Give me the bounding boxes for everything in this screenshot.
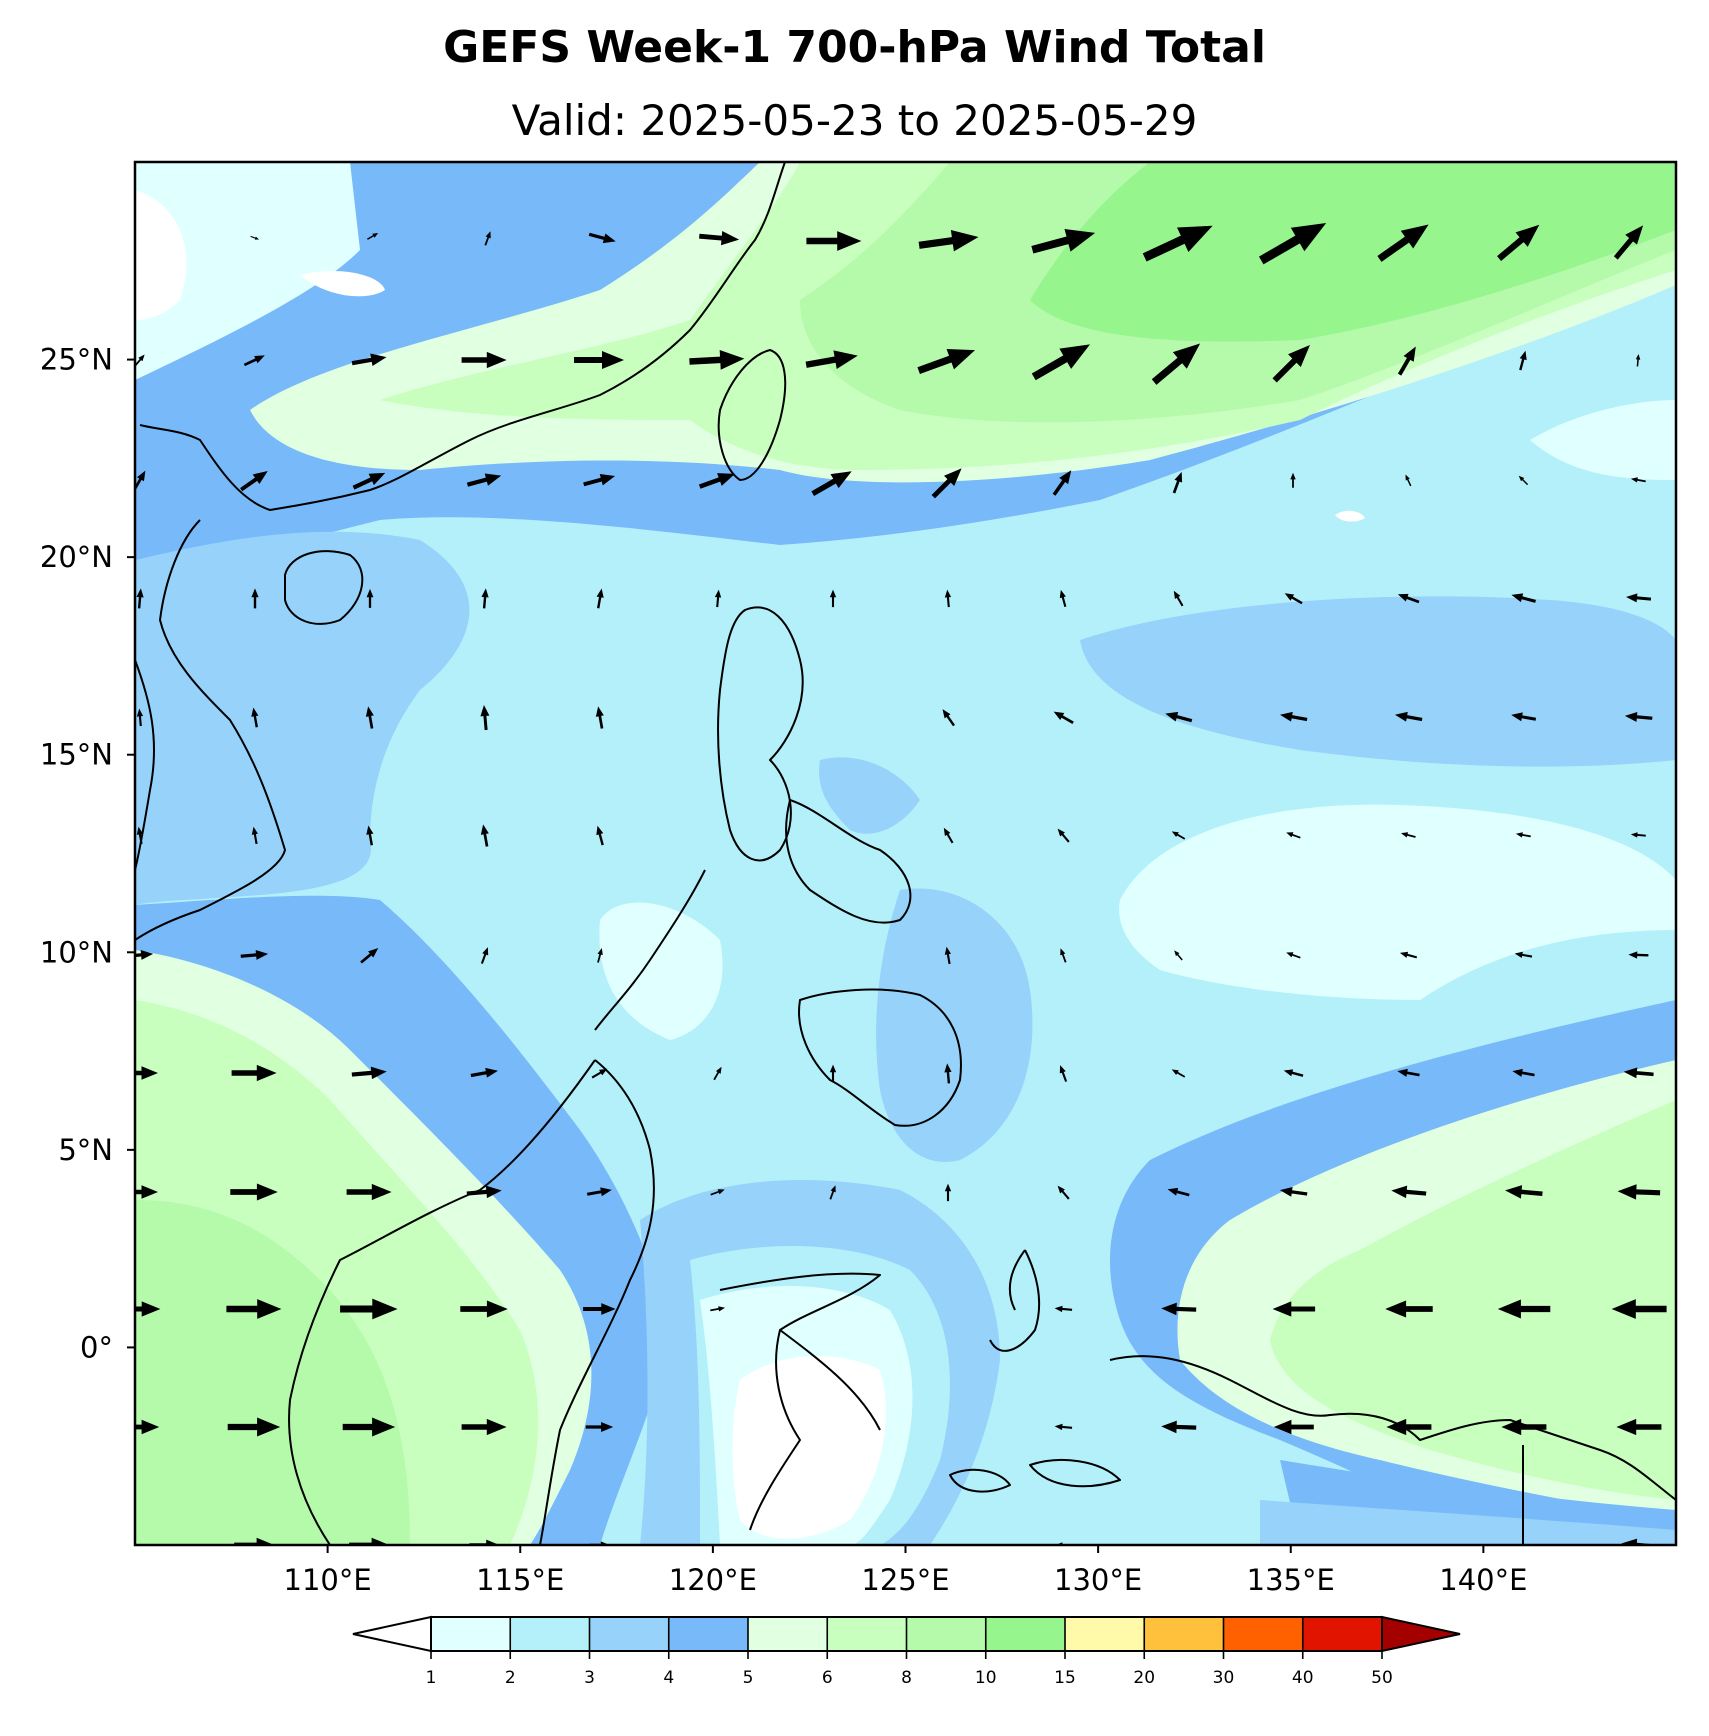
latitude-tick-label: 0° [80,1330,113,1364]
colorbar-under-extension [352,1615,432,1653]
contour-s-white [732,1356,886,1539]
contour-north-3-4 [135,531,470,905]
colorbar-segment [1144,1617,1224,1651]
colorbar-segment [510,1617,590,1651]
contour-se-band6-8 [1270,1100,1676,1500]
coast-china [139,162,786,511]
colorbar-segment [827,1617,907,1651]
colorbar-over-extension [1381,1615,1461,1653]
colorbar-segment [431,1617,511,1651]
contour-east-lightblue [1530,400,1676,480]
colorbar-tick-label: 15 [1054,1668,1076,1688]
coast-taiwan [717,349,787,481]
latitude-tick-label: 25°N [40,343,113,377]
colorbar-tick-label: 20 [1133,1668,1155,1688]
colorbar-segment [1065,1617,1145,1651]
colorbar-segment [748,1617,828,1651]
contour-north-band10-15 [1030,162,1676,342]
colorbar-segment [668,1617,748,1651]
colorbar-tick-label: 3 [584,1668,595,1688]
colorbar-tick-label: 50 [1371,1668,1393,1688]
colorbar-tick-label: 30 [1213,1668,1235,1688]
colorbar-tick-label: 6 [822,1668,833,1688]
colorbar-tick-label: 1 [426,1668,437,1688]
latitude-tick-label: 15°N [40,738,113,772]
contour-nw-white [135,190,187,320]
coast-mindanao [798,988,962,1127]
colorbar-tick-label: 10 [975,1668,997,1688]
latitude-tick-label: 5°N [58,1133,113,1167]
latitude-tick-label: 10°N [40,935,113,969]
colorbar-tick-label: 4 [663,1668,674,1688]
latitude-tick-label: 20°N [40,540,113,574]
colorbar-tick-label: 5 [743,1668,754,1688]
map-subtitle: Valid: 2025-05-23 to 2025-05-29 [511,96,1198,145]
longitude-tick-label: 130°E [1054,1563,1142,1597]
contour-se-edge-3-4 [1260,1500,1676,1545]
longitude-tick-label: 140°E [1439,1563,1527,1597]
contour-central-3-4 [1080,596,1676,767]
colorbar-tick-label: 8 [901,1668,912,1688]
coast-sulawesi [719,1272,881,1531]
longitude-tick-label: 135°E [1247,1563,1335,1597]
contour-nw-white2 [300,270,385,297]
contour-mid-3-4 [819,757,920,834]
colorbar-segment [906,1617,986,1651]
colorbar-frame [430,1616,1383,1652]
contour-ne-pi-white [1335,510,1365,522]
contour-nw-light [135,162,360,380]
coast-vietnam [135,519,286,941]
contour-sw-band8-10 [135,1200,410,1545]
colorbar-segment [1302,1617,1382,1651]
longitude-ticks: 110°E 115°E 120°E 125°E 130°E 135°E 140°E [284,1545,1527,1597]
latitude-ticks: 25°N 20°N 15°N 10°N 5°N 0° [40,343,135,1364]
coast-thailand [135,659,155,871]
contour-sulu-1-2 [599,902,723,1040]
colorbar-tick-label: 40 [1292,1668,1314,1688]
coast-new-guinea [1109,1355,1676,1501]
coast-luzon [717,606,804,862]
coast-nusa [949,1459,1121,1493]
longitude-tick-label: 125°E [861,1563,949,1597]
longitude-tick-label: 115°E [476,1563,564,1597]
longitude-tick-label: 110°E [284,1563,372,1597]
map-title: GEFS Week-1 700-hPa Wind Total [443,22,1266,73]
coast-palawan [594,869,706,1031]
contour-east-1-2 [1119,804,1676,1000]
coast-borneo [288,1059,655,1545]
colorbar-segment [1223,1617,1303,1651]
contour-mindanao-3-4 [876,888,1033,1162]
colorbar: 1 2 3 4 5 6 8 10 15 20 30 40 50 [352,1615,1461,1688]
longitude-tick-label: 120°E [669,1563,757,1597]
colorbar-tick-label: 2 [505,1668,516,1688]
colorbar-segment [985,1617,1065,1651]
coast-halmahera [989,1249,1041,1352]
coast-visayas [785,799,912,924]
wind-speed-contours [135,162,1676,1545]
coastlines [135,162,1676,1545]
colorbar-segment [589,1617,669,1651]
coast-hainan [284,550,364,625]
